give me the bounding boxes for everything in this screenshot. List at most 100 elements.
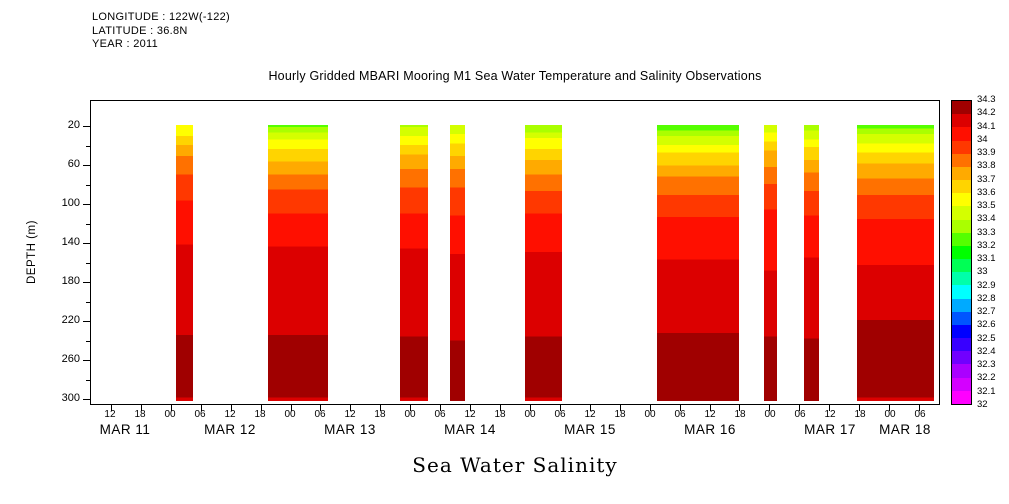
colorbar-tick-label: 33.6 [977, 186, 996, 198]
colorbar-cell [952, 285, 971, 299]
colorbar-tick-labels: 34.3 34.2 34.1 34 33.9 33.8 33.7 33.6 33.5 33.4 33… [977, 95, 1007, 410]
y-minor-tick-mark [86, 379, 91, 381]
x-tick-mark [739, 405, 741, 411]
colorbar-cell [952, 245, 971, 260]
y-tick-label: 220 [61, 314, 80, 326]
x-hour-label: 18 [734, 409, 746, 420]
colorbar-tick-label: 32.9 [977, 279, 996, 291]
y-tick-label: 260 [61, 353, 80, 365]
colorbar-tick-label: 32 [977, 399, 988, 410]
x-hour-label: 12 [824, 409, 836, 420]
colorbar-tick-label: 32.2 [977, 372, 996, 384]
colorbar-cell [952, 390, 971, 404]
x-hour-label: 06 [674, 409, 686, 420]
x-tick-mark [500, 405, 502, 411]
x-date-label: MAR 11 [99, 422, 151, 437]
x-hour-label: 06 [434, 409, 446, 420]
x-hour-label: 00 [884, 409, 896, 420]
colorbar-cell [952, 153, 971, 167]
y-tick-mark [83, 204, 91, 205]
x-hour-label: 00 [404, 409, 416, 420]
x-tick-mark [919, 405, 921, 411]
x-hour-label: 12 [584, 409, 596, 420]
salinity-data-band [524, 125, 563, 401]
colorbar-tick-label: 32.6 [977, 319, 996, 331]
x-hour-label: 00 [284, 409, 296, 420]
x-tick-mark [440, 405, 442, 411]
plot-area [83, 100, 940, 411]
x-tick-mark [709, 405, 711, 411]
x-tick-mark [410, 405, 412, 411]
y-tick-mark [83, 321, 91, 322]
x-hour-label: 06 [314, 409, 326, 420]
y-tick-mark [83, 126, 91, 127]
y-tick-label: 60 [67, 158, 80, 170]
colorbar-tick-label: 32.4 [977, 345, 996, 357]
colorbar-tick-label: 34 [977, 133, 988, 145]
y-tick-label: 100 [61, 197, 80, 209]
longitude-label: LONGITUDE : 122W(-122) [92, 11, 231, 23]
colorbar-tick-label: 32.5 [977, 332, 996, 344]
colorbar-cell [952, 259, 971, 273]
x-hour-label: 18 [614, 409, 626, 420]
y-tick-label: 300 [61, 392, 80, 404]
x-tick-mark [859, 405, 861, 411]
x-tick-mark [889, 405, 891, 411]
colorbar-cell [952, 140, 971, 154]
colorbar-cell [952, 311, 971, 325]
colorbar-cell [952, 219, 971, 233]
colorbar-cell [952, 127, 971, 141]
x-tick-mark [170, 405, 172, 411]
colorbar-tick-label: 34.2 [977, 107, 996, 119]
x-date-label: MAR 13 [324, 422, 376, 437]
x-date-label: MAR 16 [684, 422, 736, 437]
colorbar-tick-label: 32.1 [977, 385, 996, 397]
y-minor-tick-mark [86, 301, 91, 303]
colorbar-cell [952, 180, 971, 194]
colorbar-tick-label: 33.7 [977, 173, 996, 185]
y-tick-mark [83, 243, 91, 244]
x-hour-label: 18 [494, 409, 506, 420]
salinity-data-band [856, 125, 934, 401]
x-hour-label: 12 [344, 409, 356, 420]
salinity-data-band [804, 125, 820, 401]
colorbar-tick-label: 33 [977, 266, 988, 278]
colorbar-tick-label: 33.4 [977, 213, 996, 225]
y-axis-label: DEPTH (m) [26, 220, 38, 285]
colorbar-tick-label: 34.3 [977, 94, 996, 105]
x-hour-label: 18 [254, 409, 266, 420]
y-tick-mark [83, 282, 91, 283]
x-tick-mark [200, 405, 202, 411]
x-hour-label: 00 [164, 409, 176, 420]
salinity-data-band [450, 125, 466, 401]
x-hour-label: 06 [554, 409, 566, 420]
salinity-data-band [175, 125, 194, 401]
y-tick-label: 140 [61, 236, 80, 248]
x-date-label: MAR 18 [879, 422, 931, 437]
colorbar-cell [952, 114, 971, 128]
x-hour-label: 12 [104, 409, 116, 420]
y-tick-label: 20 [67, 119, 80, 131]
colorbar-cell [952, 272, 971, 286]
x-date-label: MAR 17 [804, 422, 856, 437]
y-minor-tick-mark [86, 184, 91, 186]
x-date-label: MAR 14 [444, 422, 496, 437]
y-axis-tick-labels: 20 60 100 140 180 220 260 300 [44, 100, 80, 405]
x-tick-mark [679, 405, 681, 411]
colorbar-cell [952, 193, 971, 207]
x-hour-label: 06 [914, 409, 926, 420]
x-hour-label: 00 [644, 409, 656, 420]
x-tick-mark [350, 405, 352, 411]
x-tick-mark [230, 405, 232, 411]
x-axis-hour-labels: 12 18 00 06 12 18 00 06 12 18 00 06 12 18 00 06 12 18 00 06… [90, 409, 940, 421]
x-tick-mark [799, 405, 801, 411]
colorbar-tick-label: 33.9 [977, 147, 996, 159]
colorbar-tick-label: 33.8 [977, 160, 996, 172]
colorbar-tick-label: 32.8 [977, 292, 996, 304]
colorbar-cell [952, 364, 971, 378]
latitude-label: LATITUDE : 36.8N [92, 24, 188, 37]
colorbar-cell [952, 324, 971, 339]
x-tick-mark [559, 405, 561, 411]
x-hour-label: 06 [794, 409, 806, 420]
